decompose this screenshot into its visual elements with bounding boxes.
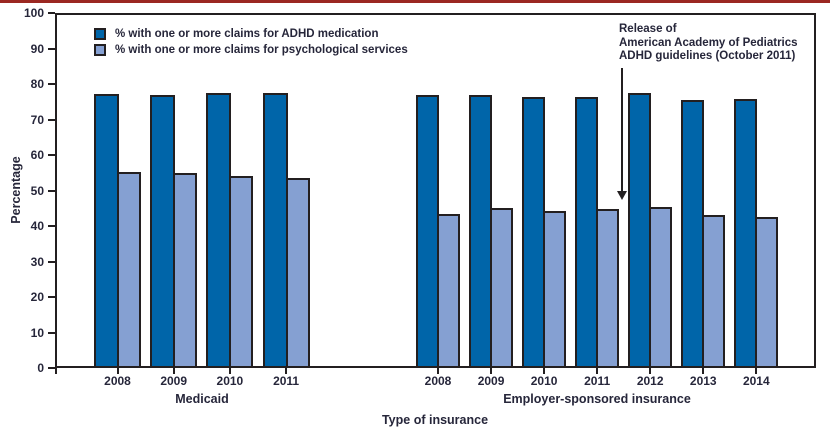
legend-label: % with one or more claims for ADHD medic…: [115, 28, 379, 40]
y-tick-mark: [48, 83, 55, 85]
y-tick-label: 90: [30, 41, 44, 56]
x-tick-label-2010: 2010: [530, 374, 558, 388]
x-tick-mark: [702, 368, 705, 374]
x-tick-label-2011: 2011: [273, 374, 300, 388]
x-tick-mark: [228, 368, 231, 374]
bar-psychological-services-2012: [649, 207, 673, 366]
bar-psychological-services-2013: [702, 215, 726, 366]
x-tick-label-2008: 2008: [104, 374, 131, 388]
bar-adhd-medication-2011: [262, 93, 288, 366]
group-label-employer-sponsored: Employer-sponsored insurance: [503, 392, 691, 406]
x-tick-mark: [116, 368, 119, 374]
annotation-arrow-head-icon: [617, 191, 627, 200]
x-tick-mark: [755, 368, 758, 374]
annotation-arrow-line: [621, 68, 623, 192]
axis-corner-tick: [55, 368, 57, 374]
bar-adhd-medication-2009: [150, 94, 176, 366]
x-tick-mark: [172, 368, 175, 374]
annotation-line: Release of: [619, 23, 677, 35]
annotation-line: ADHD guidelines (October 2011): [619, 50, 796, 62]
annotation-aap-guidelines: Release of American Academy of Pediatric…: [619, 23, 798, 64]
x-tick-label-2009: 2009: [160, 374, 188, 388]
x-tick-mark: [596, 368, 599, 374]
bar-psychological-services-2009: [173, 173, 198, 366]
x-tick-mark: [649, 368, 652, 374]
bar-adhd-medication-2008: [94, 93, 119, 366]
y-tick-label: 80: [30, 77, 44, 91]
x-tick-label-2012: 2012: [636, 374, 664, 388]
y-tick-label: 30: [30, 254, 44, 269]
bar-psychological-services-2010: [229, 175, 254, 366]
y-tick-mark: [48, 118, 55, 121]
x-tick-label-2009: 2009: [477, 374, 505, 388]
legend-swatch-psychological-services: [94, 44, 106, 56]
y-tick-mark: [48, 154, 55, 156]
bar-adhd-medication-2008: [416, 94, 439, 366]
legend-item-psychological-services: % with one or more claims for psychologi…: [94, 44, 408, 56]
annotation-line: American Academy of Pediatrics: [619, 36, 798, 49]
x-tick-label-2013: 2013: [689, 374, 717, 388]
bar-psychological-services-2011: [285, 177, 310, 366]
bar-adhd-medication-2011: [575, 97, 599, 366]
y-tick-mark: [48, 367, 55, 369]
y-tick-label: 50: [30, 183, 44, 198]
plot-area: [55, 13, 816, 368]
top-rule: [0, 0, 830, 3]
y-tick-mark: [48, 331, 55, 334]
x-axis-title: Type of insurance: [381, 413, 489, 427]
legend: % with one or more claims for ADHD medic…: [94, 28, 408, 60]
bar-adhd-medication-2013: [681, 99, 705, 366]
y-tick-mark: [48, 12, 55, 14]
bar-adhd-medication-2012: [628, 93, 652, 366]
bar-psychological-services-2009: [490, 208, 514, 366]
x-tick-mark: [490, 368, 493, 374]
y-tick-label: 10: [30, 325, 44, 340]
y-tick-label: 20: [30, 290, 44, 304]
bar-psychological-services-2008: [437, 214, 460, 366]
bar-adhd-medication-2009: [469, 94, 493, 366]
y-tick-mark: [48, 260, 55, 263]
bar-psychological-services-2011: [596, 208, 620, 366]
legend-label: % with one or more claims for psychologi…: [115, 44, 408, 56]
y-tick-mark: [48, 189, 55, 192]
y-tick-mark: [48, 296, 55, 298]
bar-adhd-medication-2014: [734, 99, 758, 366]
x-tick-mark: [437, 368, 439, 374]
bar-psychological-services-2014: [755, 216, 779, 366]
bar-psychological-services-2010: [543, 211, 567, 366]
legend-swatch-adhd-medication: [94, 28, 106, 40]
y-tick-mark: [48, 225, 55, 227]
x-tick-label-2014: 2014: [742, 374, 770, 388]
bar-psychological-services-2008: [117, 172, 141, 366]
y-tick-label: 0: [37, 361, 44, 375]
group-label-medicaid: Medicaid: [175, 392, 229, 406]
y-tick-label: 40: [30, 219, 44, 233]
y-tick-label: 100: [23, 6, 44, 20]
x-tick-mark: [285, 368, 288, 374]
y-tick-label: 60: [30, 148, 44, 162]
legend-item-adhd-medication: % with one or more claims for ADHD medic…: [94, 28, 408, 40]
x-tick-label-2010: 2010: [216, 374, 244, 388]
y-tick-label: 70: [30, 112, 44, 127]
bar-adhd-medication-2010: [206, 92, 232, 366]
bar-adhd-medication-2010: [522, 96, 546, 366]
y-tick-mark: [48, 47, 55, 50]
x-tick-label-2011: 2011: [584, 374, 611, 388]
x-tick-label-2008: 2008: [424, 374, 452, 388]
x-tick-mark: [543, 368, 546, 374]
